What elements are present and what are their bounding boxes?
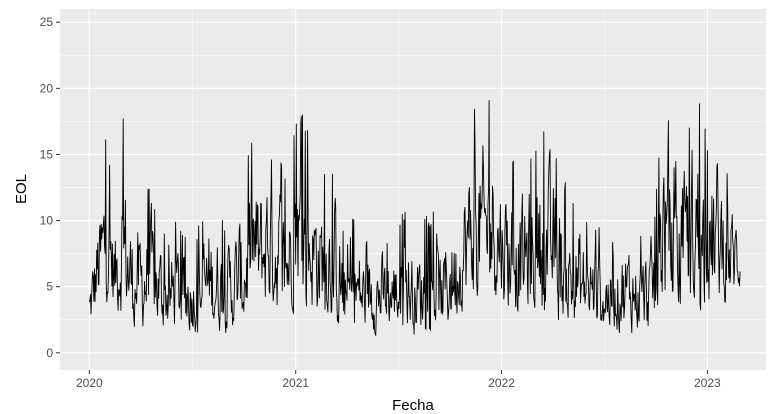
y-tick-label: 5 <box>46 280 53 294</box>
x-tick-label: 2022 <box>488 376 515 390</box>
y-tick-label: 20 <box>40 81 54 95</box>
y-tick-label: 15 <box>40 147 54 161</box>
y-tick-label: 0 <box>46 346 53 360</box>
x-tick-label: 2020 <box>76 376 103 390</box>
y-axis: 0 5 10 15 20 25 <box>40 15 60 360</box>
y-axis-title: EOL <box>13 174 30 204</box>
series-layer <box>88 100 741 336</box>
y-tick-label: 25 <box>40 15 54 29</box>
x-tick-label: 2023 <box>694 376 721 390</box>
x-tick-label: 2021 <box>282 376 309 390</box>
x-axis: 2020 2021 2022 2023 <box>76 370 721 390</box>
series-line-0 <box>88 100 741 336</box>
y-tick-label: 10 <box>40 214 54 228</box>
x-axis-title: Fecha <box>392 397 434 414</box>
